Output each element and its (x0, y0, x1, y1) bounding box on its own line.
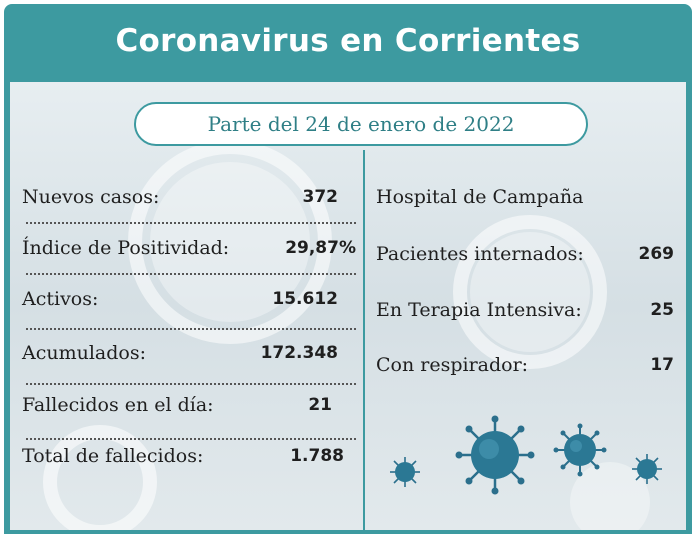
section-heading: Hospital de Campaña (376, 186, 584, 208)
stat-label: Nuevos casos: (22, 186, 160, 208)
stat-row-activos: Activos: 15.612 (22, 284, 338, 314)
stat-label: En Terapia Intensiva: (376, 299, 582, 321)
stat-label: Fallecidos en el día: (22, 394, 214, 416)
stat-value: 25 (650, 300, 674, 320)
stat-value: 17 (650, 355, 674, 375)
stat-label: Activos: (22, 288, 99, 310)
stat-label: Acumulados: (22, 342, 147, 364)
virus-icon (455, 415, 535, 495)
stat-row-internados: Pacientes internados: 269 (376, 239, 674, 269)
date-label: Parte del 24 de enero de 2022 (134, 102, 588, 146)
stat-row-terapia: En Terapia Intensiva: 25 (376, 295, 674, 325)
hospital-heading: Hospital de Campaña (376, 182, 676, 212)
stat-value: 172.348 (260, 343, 338, 363)
virus-icon (390, 457, 420, 487)
stat-value: 1.788 (290, 446, 344, 466)
stat-label: Índice de Positividad: (22, 237, 230, 259)
header-banner: Coronavirus en Corrientes (4, 4, 692, 78)
stat-label: Total de fallecidos: (22, 445, 204, 467)
row-separator (26, 438, 356, 440)
virus-icon (553, 423, 607, 477)
virus-icon (632, 454, 662, 484)
stat-value: 15.612 (272, 289, 338, 309)
stat-label: Con respirador: (376, 354, 529, 376)
stat-row-fallecidos-dia: Fallecidos en el día: 21 (22, 390, 332, 420)
page-title: Coronavirus en Corrientes (115, 23, 581, 59)
row-separator (26, 328, 356, 330)
row-separator (26, 273, 356, 275)
stat-value: 21 (308, 395, 332, 415)
stat-value: 269 (638, 244, 675, 264)
stat-row-respirador: Con respirador: 17 (376, 350, 674, 380)
stat-row-nuevos-casos: Nuevos casos: 372 (22, 182, 338, 212)
background-virus-icon (43, 140, 650, 530)
stat-row-total-fallecidos: Total de fallecidos: 1.788 (22, 441, 344, 471)
row-separator (26, 222, 356, 224)
stat-value: 372 (302, 187, 339, 207)
column-divider (363, 150, 365, 534)
stat-label: Pacientes internados: (376, 243, 584, 265)
stat-row-acumulados: Acumulados: 172.348 (22, 338, 338, 368)
row-separator (26, 383, 356, 385)
content-panel (10, 82, 686, 530)
stat-row-positividad: Índice de Positividad: 29,87% (22, 233, 356, 263)
stat-value: 29,87% (285, 238, 356, 258)
